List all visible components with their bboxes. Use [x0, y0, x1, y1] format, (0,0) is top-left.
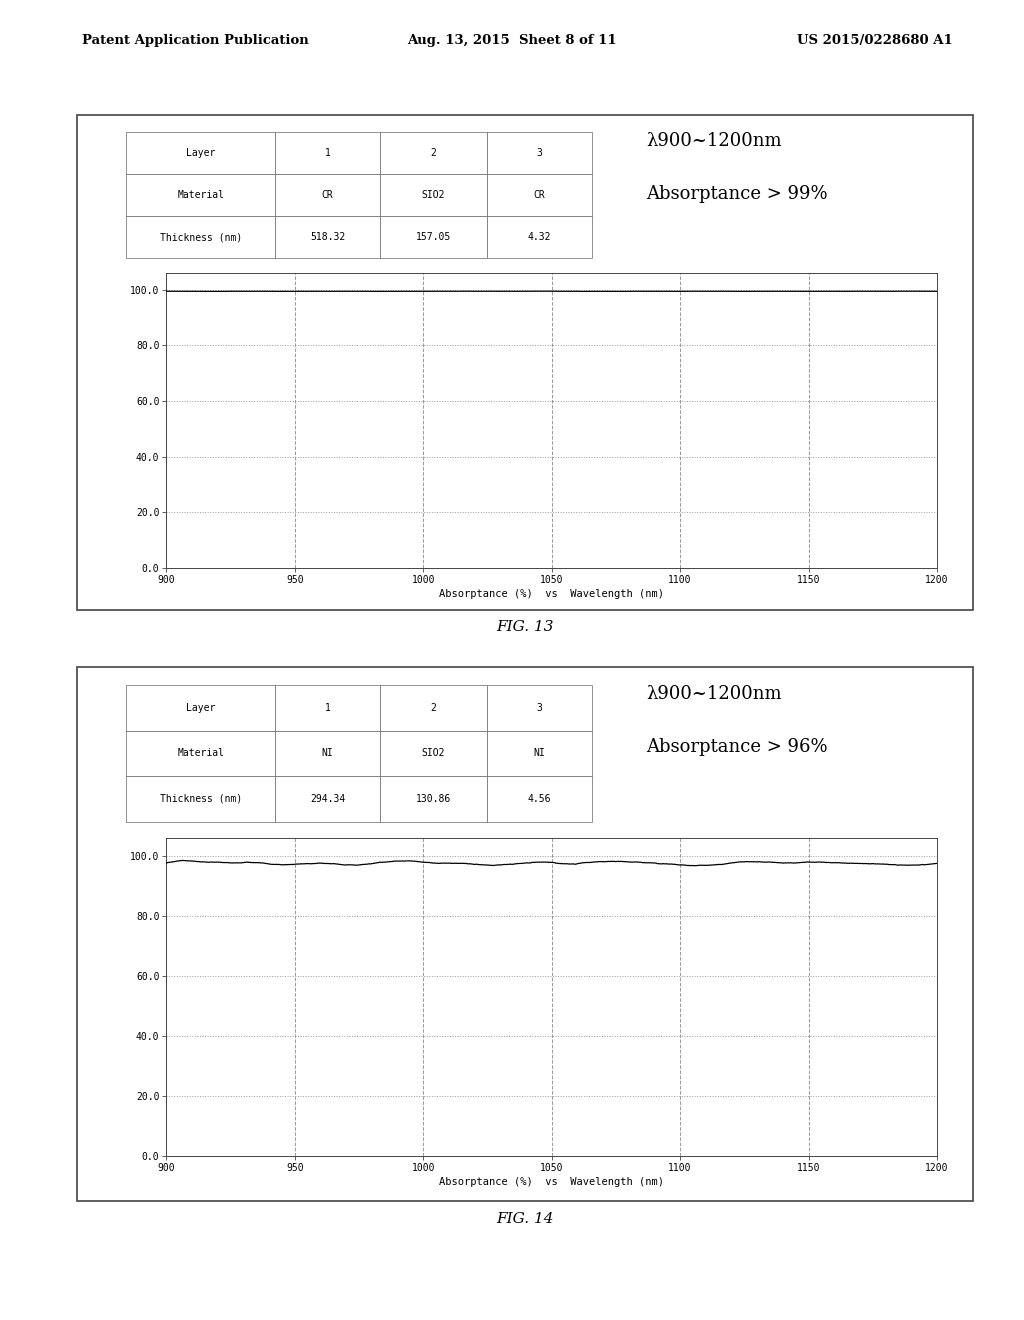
Text: 4.56: 4.56 [527, 793, 551, 804]
Text: FIG. 14: FIG. 14 [496, 1212, 554, 1226]
Text: 3: 3 [537, 704, 543, 713]
X-axis label: Absorptance (%)  vs  Wavelength (nm): Absorptance (%) vs Wavelength (nm) [439, 1177, 665, 1187]
Text: SIO2: SIO2 [422, 748, 445, 759]
Text: Patent Application Publication: Patent Application Publication [82, 34, 308, 48]
Text: Material: Material [177, 190, 224, 201]
Text: 130.86: 130.86 [416, 793, 452, 804]
Text: 2: 2 [431, 704, 436, 713]
Text: 4.32: 4.32 [527, 232, 551, 243]
Text: SIO2: SIO2 [422, 190, 445, 201]
Text: NI: NI [322, 748, 334, 759]
Text: Material: Material [177, 748, 224, 759]
Text: Aug. 13, 2015  Sheet 8 of 11: Aug. 13, 2015 Sheet 8 of 11 [408, 34, 616, 48]
Text: 518.32: 518.32 [310, 232, 345, 243]
Text: FIG. 13: FIG. 13 [496, 620, 554, 635]
Text: Absorptance > 99%: Absorptance > 99% [646, 185, 827, 203]
Text: 1: 1 [325, 704, 331, 713]
Text: Thickness (nm): Thickness (nm) [160, 793, 242, 804]
X-axis label: Absorptance (%)  vs  Wavelength (nm): Absorptance (%) vs Wavelength (nm) [439, 589, 665, 599]
Text: Layer: Layer [186, 148, 215, 158]
Text: CR: CR [534, 190, 546, 201]
Text: NI: NI [534, 748, 546, 759]
Text: Absorptance > 96%: Absorptance > 96% [646, 738, 827, 756]
Text: US 2015/0228680 A1: US 2015/0228680 A1 [797, 34, 952, 48]
Text: 3: 3 [537, 148, 543, 158]
Text: 1: 1 [325, 148, 331, 158]
Text: λ900~1200nm: λ900~1200nm [646, 132, 781, 150]
Text: 2: 2 [431, 148, 436, 158]
Text: Thickness (nm): Thickness (nm) [160, 232, 242, 243]
Text: λ900~1200nm: λ900~1200nm [646, 685, 781, 704]
Text: CR: CR [322, 190, 334, 201]
Text: Layer: Layer [186, 704, 215, 713]
Text: 157.05: 157.05 [416, 232, 452, 243]
Text: 294.34: 294.34 [310, 793, 345, 804]
